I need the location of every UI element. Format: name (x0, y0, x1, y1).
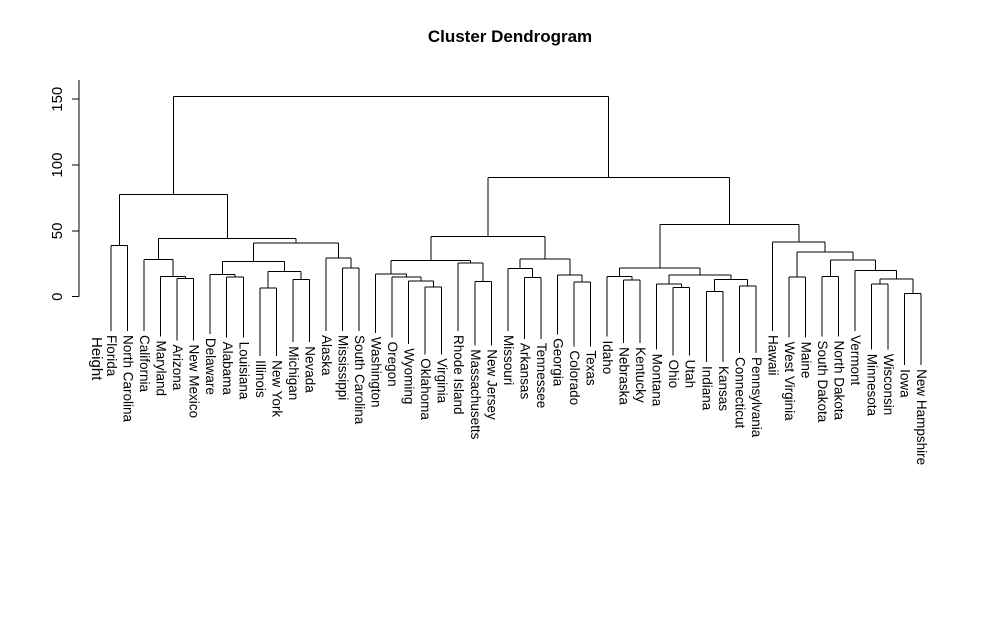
leaf-label-georgia: Georgia (550, 338, 565, 387)
y-axis-tick-label: 100 (49, 153, 66, 178)
leaf-label-wisconsin: Wisconsin (881, 354, 896, 416)
leaf-label-south-carolina: South Carolina (352, 335, 367, 425)
leaf-label-new-york: New York (269, 360, 284, 417)
leaf-label-new-mexico: New Mexico (187, 344, 202, 418)
leaf-label-mississippi: Mississippi (335, 335, 350, 400)
leaf-label-maryland: Maryland (154, 341, 169, 397)
leaf-label-pennsylvania: Pennsylvania (749, 357, 764, 438)
leaf-label-connecticut: Connecticut (732, 357, 747, 429)
y-axis: 0 50 100 150 (49, 80, 80, 301)
leaf-label-nebraska: Nebraska (617, 347, 632, 405)
chart-title: Cluster Dendrogram (428, 27, 592, 46)
leaf-label-wyoming: Wyoming (402, 348, 417, 404)
leaf-label-vermont: Vermont (848, 335, 863, 386)
leaf-label-idaho: Idaho (600, 341, 615, 375)
leaf-label-minnesota: Minnesota (865, 354, 880, 417)
leaf-label-west-virginia: West Virginia (782, 342, 797, 422)
leaf-label-missouri: Missouri (501, 335, 516, 385)
leaf-label-florida: Florida (104, 335, 119, 377)
leaf-label-tennessee: Tennessee (534, 343, 549, 408)
leaf-label-louisiana: Louisiana (236, 342, 251, 400)
leaf-label-montana: Montana (650, 354, 665, 407)
y-axis-tick-label: 0 (49, 293, 66, 301)
leaf-label-oregon: Oregon (385, 342, 400, 387)
leaf-label-ohio: Ohio (666, 360, 681, 389)
leaf-label-texas: Texas (584, 350, 599, 386)
leaf-label-iowa: Iowa (898, 369, 913, 398)
y-axis-tick-label: 150 (49, 87, 66, 112)
y-axis-title: Height (88, 337, 105, 381)
dendrogram-tree (110, 96, 922, 366)
leaf-label-alabama: Alabama (220, 342, 235, 396)
leaf-label-arkansas: Arkansas (517, 343, 532, 400)
leaf-label-massachusetts: Massachusetts (468, 349, 483, 439)
leaf-label-rhode-island: Rhode Island (451, 335, 466, 415)
leaf-label-virginia: Virginia (435, 358, 450, 403)
leaf-label-kentucky: Kentucky (633, 347, 648, 403)
leaf-label-colorado: Colorado (567, 350, 582, 405)
y-axis-tick-label: 50 (49, 223, 66, 240)
leaf-label-south-dakota: South Dakota (815, 341, 830, 423)
leaf-label-hawaii: Hawaii (765, 335, 780, 376)
leaf-label-north-carolina: North Carolina (121, 335, 136, 423)
leaf-label-indiana: Indiana (699, 366, 714, 411)
leaf-label-arizona: Arizona (170, 344, 185, 390)
leaf-label-illinois: Illinois (253, 360, 268, 398)
leaf-label-north-dakota: North Dakota (832, 341, 847, 421)
leaf-label-new-hampshire: New Hampshire (914, 369, 929, 465)
leaf-label-michigan: Michigan (286, 346, 301, 400)
leaf-label-utah: Utah (683, 360, 698, 389)
leaf-label-kansas: Kansas (716, 366, 731, 411)
leaf-label-new-jersey: New Jersey (484, 349, 499, 420)
leaf-label-washington: Washington (369, 337, 384, 408)
leaf-label-oklahoma: Oklahoma (418, 358, 433, 420)
leaf-labels: Florida North Carolina California Maryland A… (88, 335, 929, 465)
leaf-label-nevada: Nevada (302, 346, 317, 393)
leaf-label-alaska: Alaska (319, 335, 334, 376)
leaf-label-delaware: Delaware (203, 338, 218, 395)
leaf-label-california: California (137, 335, 152, 393)
leaf-label-maine: Maine (798, 342, 813, 379)
